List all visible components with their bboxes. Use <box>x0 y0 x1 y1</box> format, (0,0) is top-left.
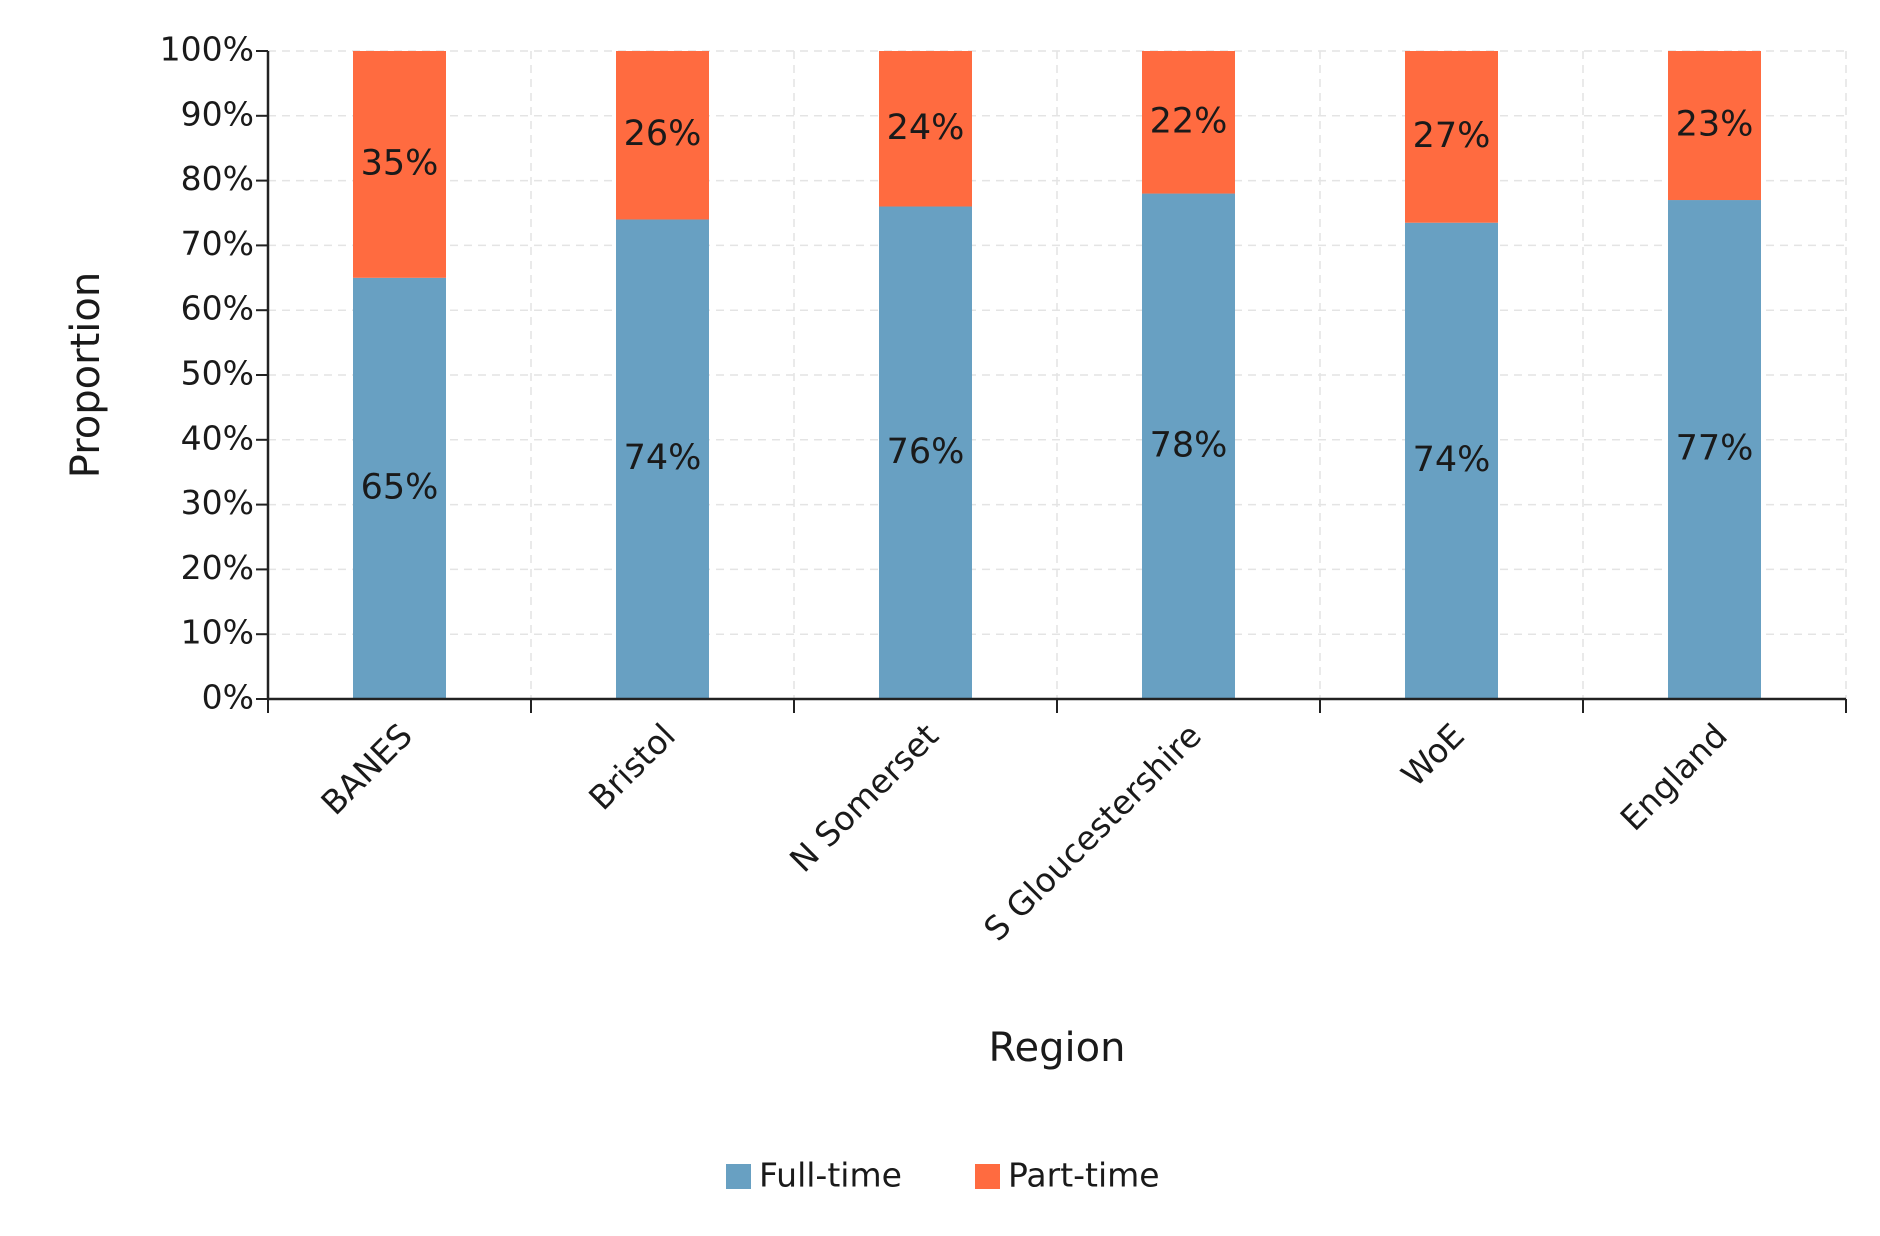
y-tick-label: 40% <box>181 418 254 457</box>
y-tick-label: 100% <box>160 30 254 69</box>
data-label: 77% <box>1676 429 1754 469</box>
data-label: 74% <box>624 438 702 478</box>
bar-segment <box>616 51 709 220</box>
data-label: 74% <box>1413 440 1491 480</box>
x-axis-title: Region <box>989 1025 1126 1071</box>
legend-swatch <box>975 1164 1000 1189</box>
bar-segment <box>1405 51 1498 223</box>
x-tick-label: England <box>1613 716 1735 838</box>
data-label: 27% <box>1413 116 1491 156</box>
y-tick-label: 60% <box>181 289 254 328</box>
bar-segment <box>353 51 446 278</box>
data-label: 26% <box>624 114 702 154</box>
legend-label: Full-time <box>759 1156 902 1195</box>
data-label: 76% <box>887 432 965 472</box>
bar-segment <box>616 219 709 700</box>
x-tick-label: N Somerset <box>782 716 946 880</box>
bar-segment <box>1405 222 1498 699</box>
data-label: 65% <box>361 467 439 507</box>
y-tick-label: 30% <box>181 483 254 522</box>
bar-segment <box>353 277 446 699</box>
y-tick-label: 70% <box>181 224 254 263</box>
x-tick-label: BANES <box>313 716 420 823</box>
bar-segment <box>879 51 972 207</box>
y-tick-label: 50% <box>181 354 254 393</box>
data-label: 22% <box>1150 101 1228 141</box>
legend-swatch <box>726 1164 751 1189</box>
data-label: 24% <box>887 108 965 148</box>
y-tick-label: 20% <box>181 548 254 587</box>
bar-segment <box>1668 200 1761 700</box>
x-tick-label: Bristol <box>581 716 683 818</box>
y-tick-label: 80% <box>181 159 254 198</box>
bar-segment <box>1668 51 1761 201</box>
bar-segment <box>879 206 972 699</box>
bar-segment <box>1142 193 1235 699</box>
bar-segment <box>1142 51 1235 194</box>
data-label: 23% <box>1676 105 1754 145</box>
data-label: 35% <box>361 143 439 183</box>
y-tick-label: 10% <box>181 613 254 652</box>
x-tick-label: WoE <box>1394 716 1472 794</box>
data-label: 78% <box>1150 425 1228 465</box>
x-tick-label: S Gloucestershire <box>976 716 1209 949</box>
y-axis-title: Proportion <box>63 272 109 478</box>
legend-label: Part-time <box>1008 1156 1160 1195</box>
y-tick-label: 0% <box>202 678 254 717</box>
y-tick-label: 90% <box>181 94 254 133</box>
